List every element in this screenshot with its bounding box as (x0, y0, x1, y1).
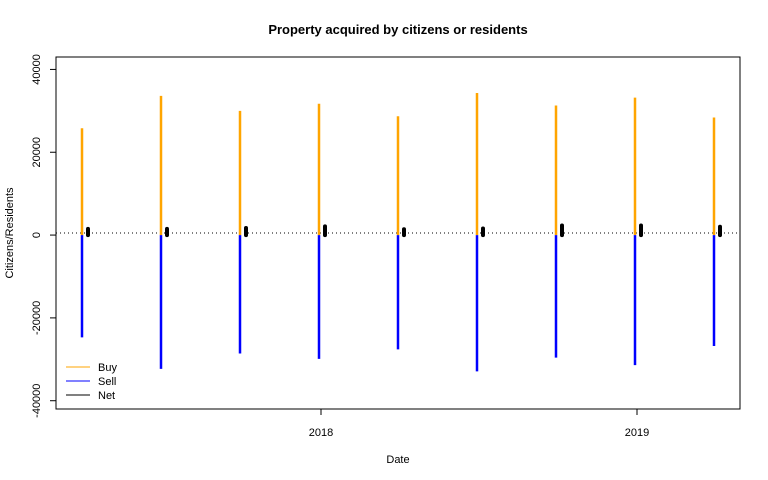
legend-label-net: Net (98, 390, 115, 402)
x-tick-label: 2019 (625, 427, 649, 439)
legend: Buy Sell Net (66, 362, 117, 402)
y-tick-label: -20000 (31, 301, 43, 335)
x-axis: 2018 2019 (309, 409, 649, 439)
x-tick-label: 2018 (309, 427, 333, 439)
y-tick-label: 0 (31, 232, 43, 238)
y-axis: -40000 -20000 0 20000 40000 (31, 54, 56, 418)
legend-label-sell: Sell (98, 376, 116, 388)
y-tick-label: -40000 (31, 384, 43, 418)
marks (80, 93, 722, 372)
x-axis-label: Date (386, 454, 409, 466)
y-tick-label: 20000 (31, 137, 43, 168)
y-tick-label: 40000 (31, 54, 43, 85)
chart-title: Property acquired by citizens or residen… (268, 22, 527, 37)
legend-label-buy: Buy (98, 362, 117, 374)
y-axis-label: Citizens/Residents (4, 187, 16, 279)
